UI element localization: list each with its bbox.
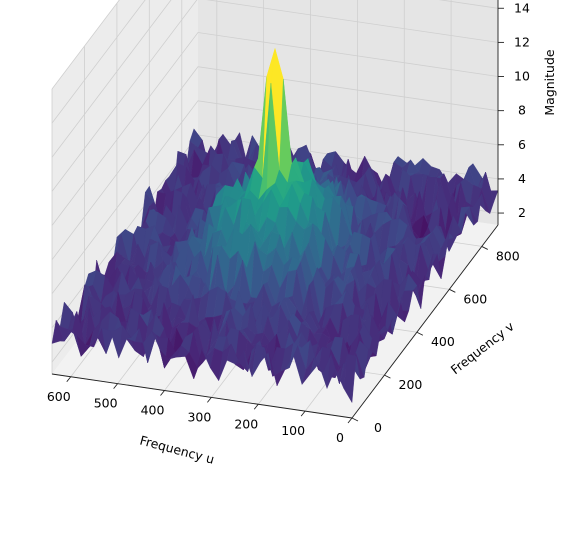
x-tick-mark [300,410,306,417]
z-tick-label: 12 [514,34,530,49]
x-tick-label: 100 [281,423,305,438]
x-tick-label: 0 [336,430,344,445]
grid-line-z [51,100,499,295]
y-tick-mark [481,246,488,250]
x-tick-label: 400 [141,403,165,418]
x-tick-mark [113,383,118,389]
y-tick-mark [384,374,391,379]
x-tick-mark [253,403,259,410]
y-tick-mark [416,331,424,336]
x-tick-mark [347,417,353,424]
grid-line-z [51,0,499,192]
z-axis-label: Magnitude [542,49,557,116]
grid-line-z [51,0,146,124]
y-tick-label: 600 [463,291,487,306]
x-tick-label: 600 [47,389,71,404]
axis-lines [51,0,504,424]
surface-cell [343,354,357,404]
y-tick-label: 400 [431,334,455,349]
tick-labels: 0 100 200 300 400 500 600 0 200 400 600 800 2 4 6 8 10 12… [47,0,530,445]
y-axis-label: Frequency v [448,318,518,377]
z-tick-label: 14 [514,0,530,15]
surface-mesh [51,48,499,404]
x-axis-line [51,373,353,419]
y-tick-label: 200 [399,377,423,392]
z-tick-label: 10 [514,69,530,84]
x-tick-mark [207,397,212,403]
grid-line-z [51,66,499,260]
z-tick-label: 4 [518,171,526,186]
x-axis-label: Frequency u [138,433,216,467]
y-tick-label: 0 [374,420,382,435]
z-tick-label: 8 [518,103,526,118]
y-tick-mark [449,288,456,293]
y-tick-mark [351,417,359,422]
y-axis-line [351,224,499,419]
x-tick-label: 500 [94,396,118,411]
x-tick-label: 300 [187,409,211,424]
x-tick-mark [66,376,72,383]
z-tick-label: 6 [518,137,526,152]
x-tick-label: 200 [234,416,258,431]
grid-line-z [51,32,499,226]
grid-line-z [51,0,499,158]
z-tick-label: 2 [518,205,526,220]
x-tick-mark [160,390,165,396]
grid-line-z [51,0,120,90]
y-tick-label: 800 [496,248,520,263]
